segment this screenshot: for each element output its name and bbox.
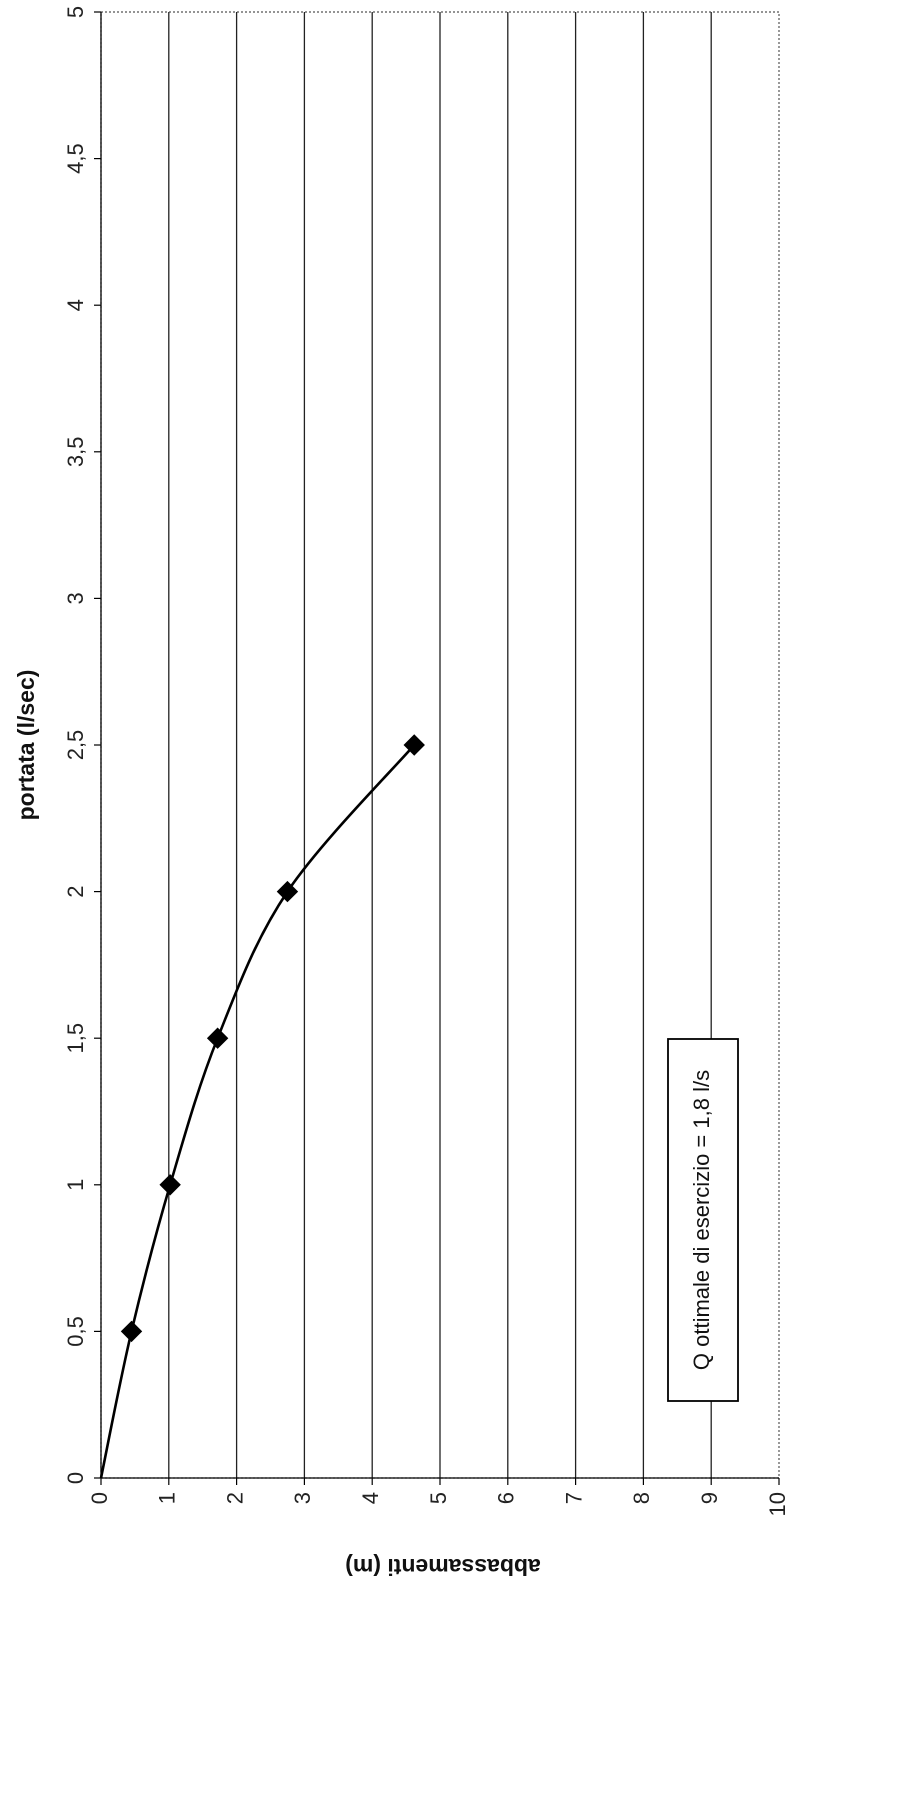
series-line xyxy=(99,744,416,1479)
y-tick-label-3,5: 3,5 xyxy=(63,437,88,468)
x-tick-label-6: 6 xyxy=(494,1492,519,1504)
svg-text:1: 1 xyxy=(155,1492,180,1504)
svg-text:1,5: 1,5 xyxy=(63,1023,88,1054)
data-point-3 xyxy=(206,1027,229,1049)
y-tick-label-0,5: 0,5 xyxy=(63,1316,88,1347)
x-tick-label-1: 1 xyxy=(155,1492,180,1504)
svg-text:4,5: 4,5 xyxy=(63,143,88,174)
x-tick-label-0: 0 xyxy=(87,1492,112,1504)
y-tick-label-2: 2 xyxy=(63,885,88,897)
x-tick-label-9: 9 xyxy=(697,1492,722,1504)
y-tick-label-0: 0 xyxy=(63,1472,88,1484)
tick-labels: 0 1 2 3 4 5 6 7 8 9 10 0 0,5 1 1,5 2 2,5 3 3,5 4 4,5 5 xyxy=(63,6,790,1517)
y-axis-title: portata (l/sec) xyxy=(13,670,39,821)
svg-text:2: 2 xyxy=(222,1492,247,1504)
svg-text:10: 10 xyxy=(765,1492,790,1516)
x-tick-label-3: 3 xyxy=(290,1492,315,1504)
svg-text:abbassamenti (m): abbassamenti (m) xyxy=(345,1554,541,1580)
svg-text:8: 8 xyxy=(629,1492,654,1504)
data-point-2 xyxy=(159,1174,181,1196)
svg-text:6: 6 xyxy=(494,1492,519,1504)
svg-text:9: 9 xyxy=(697,1492,722,1504)
data-point-4 xyxy=(276,880,299,903)
grid-lines xyxy=(94,11,780,1485)
svg-text:portata (l/sec): portata (l/sec) xyxy=(13,670,39,821)
svg-text:3,5: 3,5 xyxy=(63,437,88,468)
y-tick-label-3: 3 xyxy=(63,592,88,604)
x-tick-label-4: 4 xyxy=(358,1492,383,1504)
svg-text:3: 3 xyxy=(290,1492,315,1504)
svg-text:2: 2 xyxy=(63,885,88,897)
y-tick-label-1: 1 xyxy=(63,1179,88,1191)
y-tick-label-5: 5 xyxy=(63,6,88,18)
svg-text:4: 4 xyxy=(63,299,88,311)
svg-text:2,5: 2,5 xyxy=(63,730,88,761)
y-tick-label-4: 4 xyxy=(63,299,88,311)
svg-text:5: 5 xyxy=(63,6,88,18)
y-tick-label-1,5: 1,5 xyxy=(63,1023,88,1054)
x-axis-title: abbassamenti (m) xyxy=(345,1554,541,1580)
svg-text:4: 4 xyxy=(358,1492,383,1504)
svg-text:3: 3 xyxy=(63,592,88,604)
y-tick-label-4,5: 4,5 xyxy=(63,143,88,174)
svg-text:7: 7 xyxy=(561,1492,586,1504)
svg-text:0,5: 0,5 xyxy=(63,1316,88,1347)
x-tick-label-10: 10 xyxy=(765,1492,790,1516)
svg-text:5: 5 xyxy=(426,1492,451,1504)
svg-text:0: 0 xyxy=(63,1472,88,1484)
x-tick-label-2: 2 xyxy=(222,1492,247,1504)
annotation-box: Q ottimale di esercizio = 1,8 l/s xyxy=(667,1038,739,1402)
data-point-5 xyxy=(403,734,425,756)
annotation-text: Q ottimale di esercizio = 1,8 l/s xyxy=(689,1070,714,1370)
svg-text:0: 0 xyxy=(87,1492,112,1504)
x-tick-label-5: 5 xyxy=(426,1492,451,1504)
data-point-1 xyxy=(120,1320,143,1343)
y-tick-label-2,5: 2,5 xyxy=(63,730,88,761)
series-markers xyxy=(120,734,425,1343)
svg-text:1: 1 xyxy=(63,1179,88,1191)
x-tick-label-7: 7 xyxy=(561,1492,586,1504)
x-tick-label-8: 8 xyxy=(629,1492,654,1504)
